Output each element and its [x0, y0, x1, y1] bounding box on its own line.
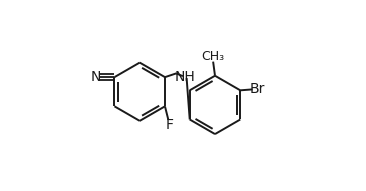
Text: CH₃: CH₃ — [202, 50, 225, 63]
Text: NH: NH — [174, 70, 195, 84]
Text: N: N — [91, 70, 101, 84]
Text: Br: Br — [250, 82, 265, 96]
Text: F: F — [165, 118, 173, 132]
